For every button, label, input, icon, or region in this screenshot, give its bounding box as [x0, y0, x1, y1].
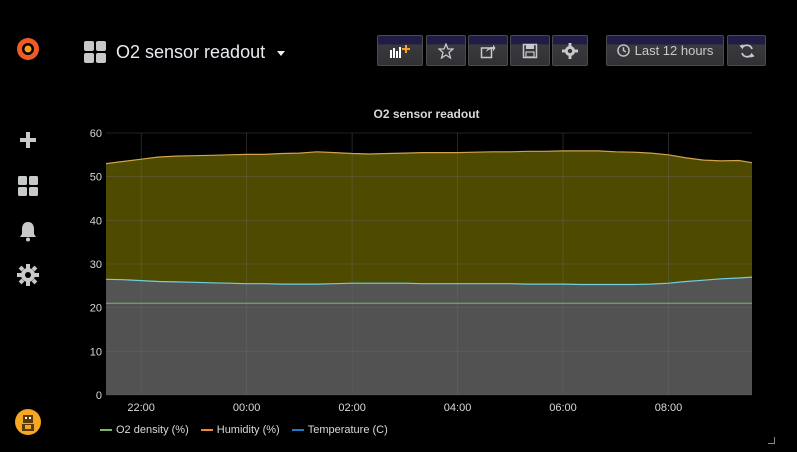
x-tick-label: 00:00: [233, 402, 261, 414]
settings-button[interactable]: [552, 35, 588, 66]
share-icon: [480, 44, 496, 58]
grafana-logo-icon[interactable]: [14, 35, 42, 63]
apps-grid-icon[interactable]: [14, 172, 42, 200]
x-tick-label: 04:00: [444, 402, 472, 414]
legend-swatch: [100, 429, 112, 431]
legend-item-humidity[interactable]: Humidity (%): [200, 424, 280, 436]
refresh-button[interactable]: [727, 35, 766, 66]
legend-item-o2-density[interactable]: O2 density (%): [100, 424, 189, 436]
add-panel-button[interactable]: [377, 35, 423, 66]
save-icon: [522, 43, 538, 58]
legend-label: O2 density (%): [116, 424, 189, 436]
sidebar: [0, 0, 56, 452]
temperature-line: [105, 150, 753, 165]
legend-label: Humidity (%): [216, 424, 280, 436]
clock-icon: [616, 44, 630, 57]
panel-title[interactable]: O2 sensor readout: [373, 107, 480, 121]
temperature-area: [106, 150, 752, 285]
dashboard-title: O2 sensor readout: [116, 41, 266, 62]
dashboard-title-picker[interactable]: O2 sensor readout: [84, 38, 286, 66]
humidity-line: [105, 276, 753, 286]
user-avatar[interactable]: [14, 408, 42, 436]
time-range-label: Last 12 hours: [634, 43, 714, 58]
y-tick-label: 30: [90, 259, 102, 271]
y-tick-label: 0: [96, 390, 102, 402]
legend-item-temperature[interactable]: Temperature (C): [291, 424, 388, 436]
y-tick-label: 50: [90, 172, 102, 184]
y-tick-label: 40: [90, 215, 102, 227]
chevron-down-icon: [277, 51, 286, 56]
save-button[interactable]: [510, 35, 550, 66]
graph-panel[interactable]: 0 10 20 30 40 50 60 22:00 00:00 02:00 04:00 06:00 08…: [56, 120, 797, 420]
y-tick-label: 20: [90, 303, 102, 315]
graph-legend: O2 density (%) Humidity (%) Temperature …: [100, 424, 388, 436]
y-tick-label: 60: [90, 128, 102, 140]
star-icon: [438, 42, 454, 59]
y-tick-label: 10: [90, 346, 102, 358]
star-button[interactable]: [426, 35, 466, 66]
share-button[interactable]: [468, 35, 508, 66]
humidity-area: [106, 277, 752, 304]
x-tick-label: 08:00: [655, 402, 683, 414]
o2-density-area: [106, 303, 752, 395]
add-panel-icon: [390, 44, 410, 58]
plus-icon[interactable]: [14, 126, 42, 154]
bell-icon[interactable]: [14, 217, 42, 245]
x-tick-label: 22:00: [127, 402, 155, 414]
gear-icon[interactable]: [14, 261, 42, 289]
panel-resize-handle[interactable]: [768, 437, 775, 444]
time-range-picker[interactable]: Last 12 hours: [606, 35, 724, 66]
gear-icon: [562, 42, 578, 59]
apps-grid-icon: [84, 41, 106, 63]
legend-swatch: [291, 429, 304, 431]
legend-label: Temperature (C): [307, 424, 388, 436]
refresh-icon: [738, 43, 755, 58]
legend-swatch: [200, 429, 213, 431]
x-tick-label: 02:00: [338, 402, 366, 414]
x-tick-label: 06:00: [549, 402, 577, 414]
